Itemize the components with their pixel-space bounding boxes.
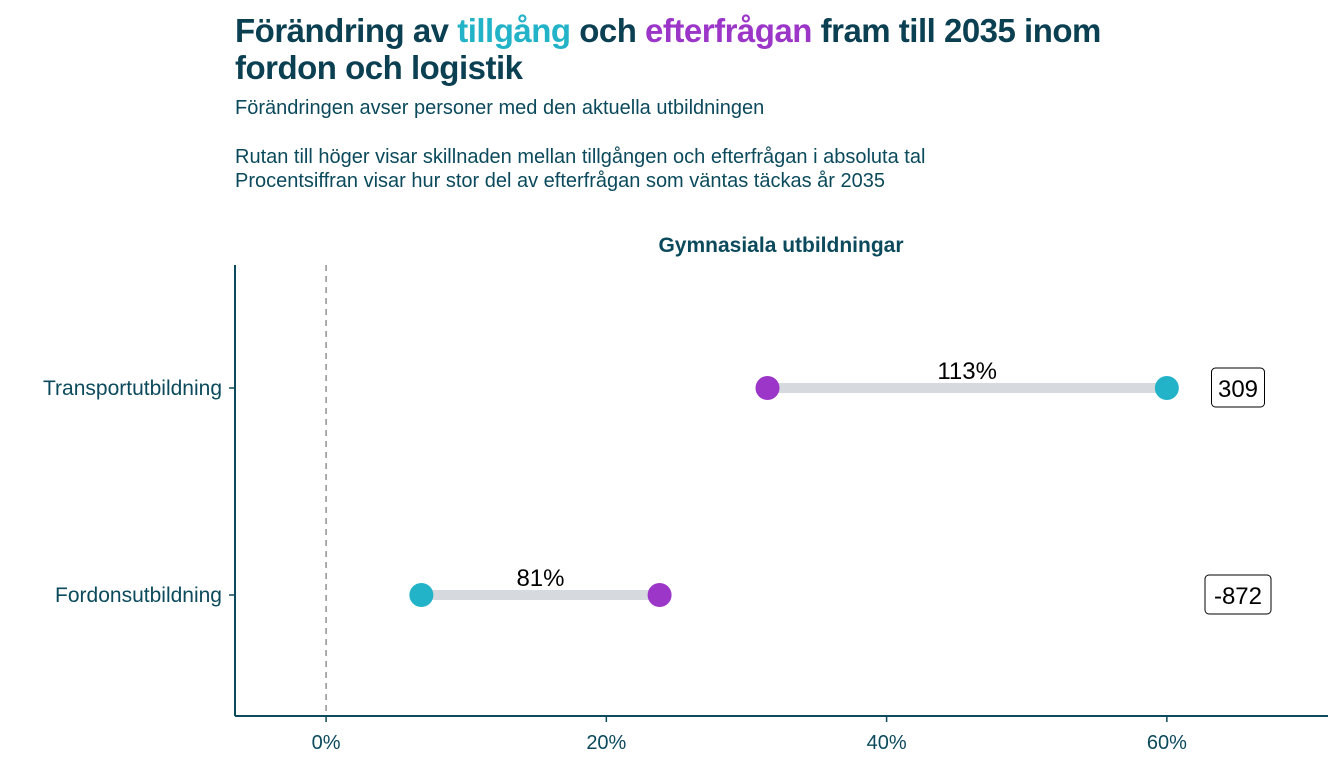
x-tick-label: 40%	[867, 732, 907, 754]
x-tick-label: 60%	[1147, 732, 1187, 754]
demand-point	[647, 583, 672, 607]
demand-point	[755, 376, 780, 400]
category-label: Transportutbildning	[43, 377, 222, 400]
difference-box	[1211, 367, 1265, 408]
difference-box	[1204, 574, 1272, 615]
supply-point	[409, 583, 434, 607]
supply-point	[1154, 376, 1179, 400]
chart-description: Rutan till höger visar skillnaden mellan…	[235, 145, 925, 193]
x-tick-label: 20%	[586, 732, 626, 754]
category-label: Fordonsutbildning	[55, 584, 222, 607]
difference-label: -872	[1214, 583, 1262, 610]
description-line-1: Rutan till höger visar skillnaden mellan…	[235, 146, 926, 168]
panel-title: Gymnasiala utbildningar	[658, 234, 903, 257]
coverage-label: 81%	[516, 565, 564, 592]
x-tick-label: 0%	[312, 732, 341, 754]
description-line-2: Procentsiffran visar hur stor del av eft…	[235, 170, 885, 192]
plot-area: 0% 20% 40% 60% Transportutbildning 113% 309 For…	[43, 265, 1328, 754]
title-part3: fram till 2035 inom fordon och logistik	[235, 12, 1101, 86]
title-supply-word: tillgång	[457, 12, 571, 49]
chart-subtitle: Förändringen avser personer med den aktu…	[235, 97, 765, 119]
difference-label: 309	[1218, 376, 1258, 403]
coverage-label: 113%	[937, 358, 997, 385]
chart-title: Förändring av tillgång och efterfrågan f…	[235, 12, 1135, 86]
title-part2: och	[570, 12, 646, 49]
title-demand-word: efterfrågan	[645, 12, 812, 49]
title-part1: Förändring av	[235, 12, 458, 49]
